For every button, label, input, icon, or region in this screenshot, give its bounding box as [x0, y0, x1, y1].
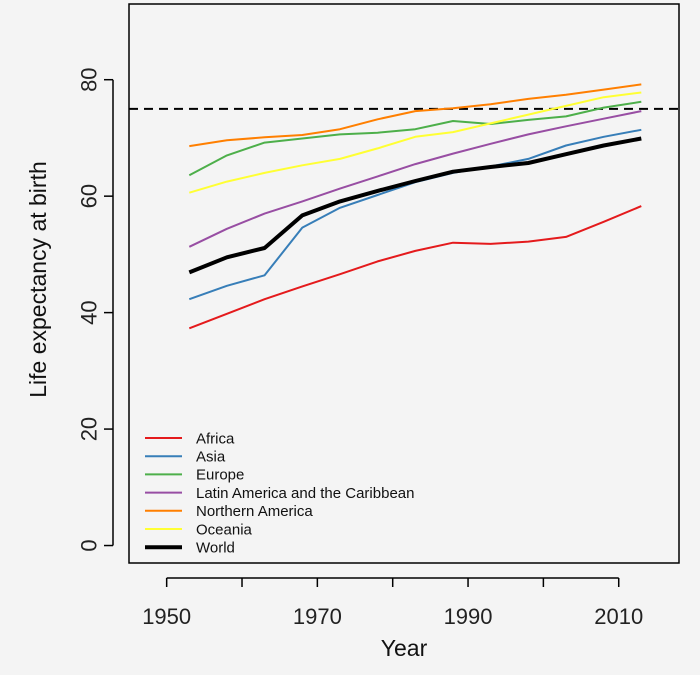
legend-label-europe: Europe: [196, 467, 244, 484]
x-tick-label-1970: 1970: [293, 604, 342, 629]
plot-frame: [128, 3, 680, 564]
legend-label-oceania: Oceania: [196, 521, 253, 538]
y-tick-label-0: 0: [77, 539, 102, 551]
legend-label-world: World: [196, 539, 235, 556]
series-line-europe: [188, 100, 642, 177]
plot-layer: [129, 83, 679, 330]
y-tick-label-60: 60: [77, 184, 102, 208]
x-axis-title: Year: [381, 635, 428, 661]
legend-label-latin-america-and-the-caribbean: Latin America and the Caribbean: [196, 485, 414, 502]
y-axis-title: Life expectancy at birth: [25, 161, 51, 398]
y-tick-label-40: 40: [77, 300, 102, 324]
legend-label-africa: Africa: [196, 430, 235, 447]
axes-layer: 1950 1970 1990 2010 0 20 40 60 80: [77, 3, 680, 629]
x-tick-label-2010: 2010: [594, 604, 643, 629]
series-line-world: [188, 136, 642, 275]
series-line-oceania: [189, 91, 642, 194]
y-tick-label-80: 80: [77, 67, 102, 91]
legend-label-northern-america: Northern America: [196, 503, 313, 520]
y-tick-label-20: 20: [77, 417, 102, 441]
series-line-northern-america: [189, 83, 642, 148]
legend-label-asia: Asia: [196, 448, 226, 465]
x-tick-label-1950: 1950: [142, 604, 191, 629]
series-line-africa: [188, 205, 642, 330]
series-line-latin-america-and-the-caribbean: [188, 110, 642, 248]
x-tick-label-1990: 1990: [444, 604, 493, 629]
